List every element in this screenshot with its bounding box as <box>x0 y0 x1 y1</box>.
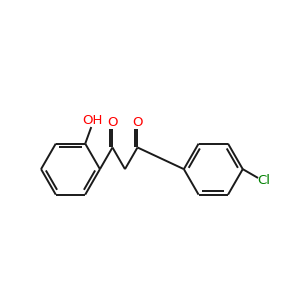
Text: Cl: Cl <box>257 174 270 188</box>
Text: OH: OH <box>82 114 103 127</box>
Text: O: O <box>107 116 118 129</box>
Text: O: O <box>132 116 143 129</box>
